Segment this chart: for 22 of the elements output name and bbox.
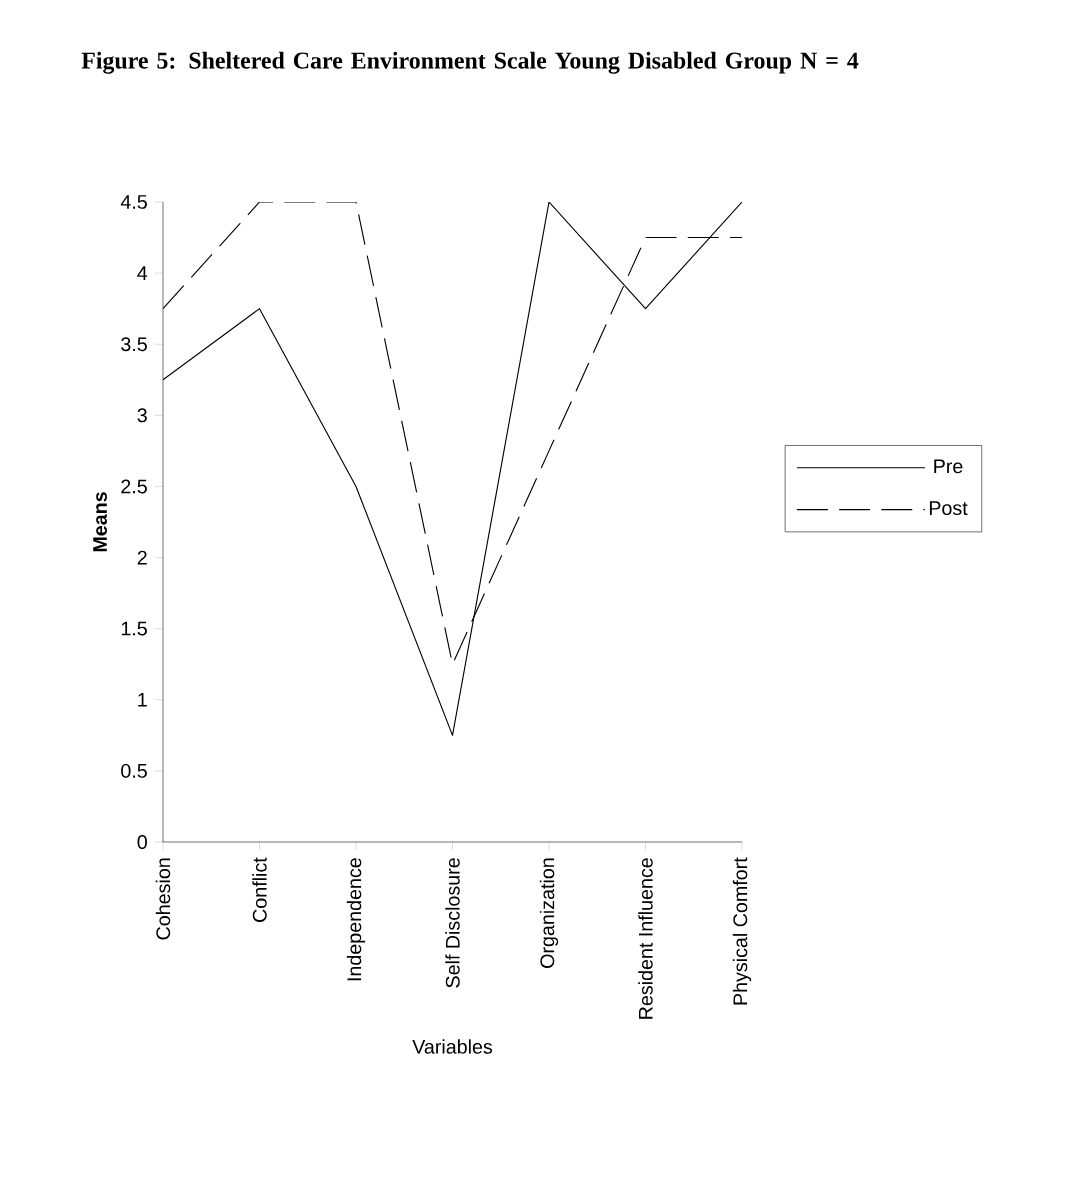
y-tick-label: 1 (138, 693, 147, 707)
y-tick-label: 2.5 (121, 479, 147, 494)
y-tick-label: 3 (137, 408, 147, 423)
y-axis-title: Means (93, 492, 107, 552)
y-tick-label: 0 (137, 835, 147, 849)
y-tick-label: 3.5 (121, 337, 147, 352)
x-tick-label: Physical Comfort (732, 857, 752, 1005)
x-tick-label: Cohesion (155, 858, 171, 940)
x-tick-label: Self Disclosure (445, 858, 460, 988)
y-tick-label: 2 (137, 550, 147, 565)
x-tick-label: Organization (539, 858, 559, 968)
y-tick-label: 0.5 (121, 763, 147, 778)
x-tick-label: Independence (346, 858, 366, 981)
y-tick-label: 1.5 (121, 621, 147, 636)
y-tick-label: 4 (137, 266, 148, 280)
text: Pre (934, 459, 963, 474)
text: Post (929, 501, 968, 516)
x-tick-label: Resident Influence (638, 858, 653, 1019)
x-axis-title: Variables (412, 1039, 493, 1054)
y-tick-label: 4.5 (120, 195, 147, 209)
chart-title: Figure 5: Sheltered Care Environment Scale Young Disabled Group N = 4 (81, 51, 859, 74)
x-tick-label: Conflict (252, 857, 267, 922)
